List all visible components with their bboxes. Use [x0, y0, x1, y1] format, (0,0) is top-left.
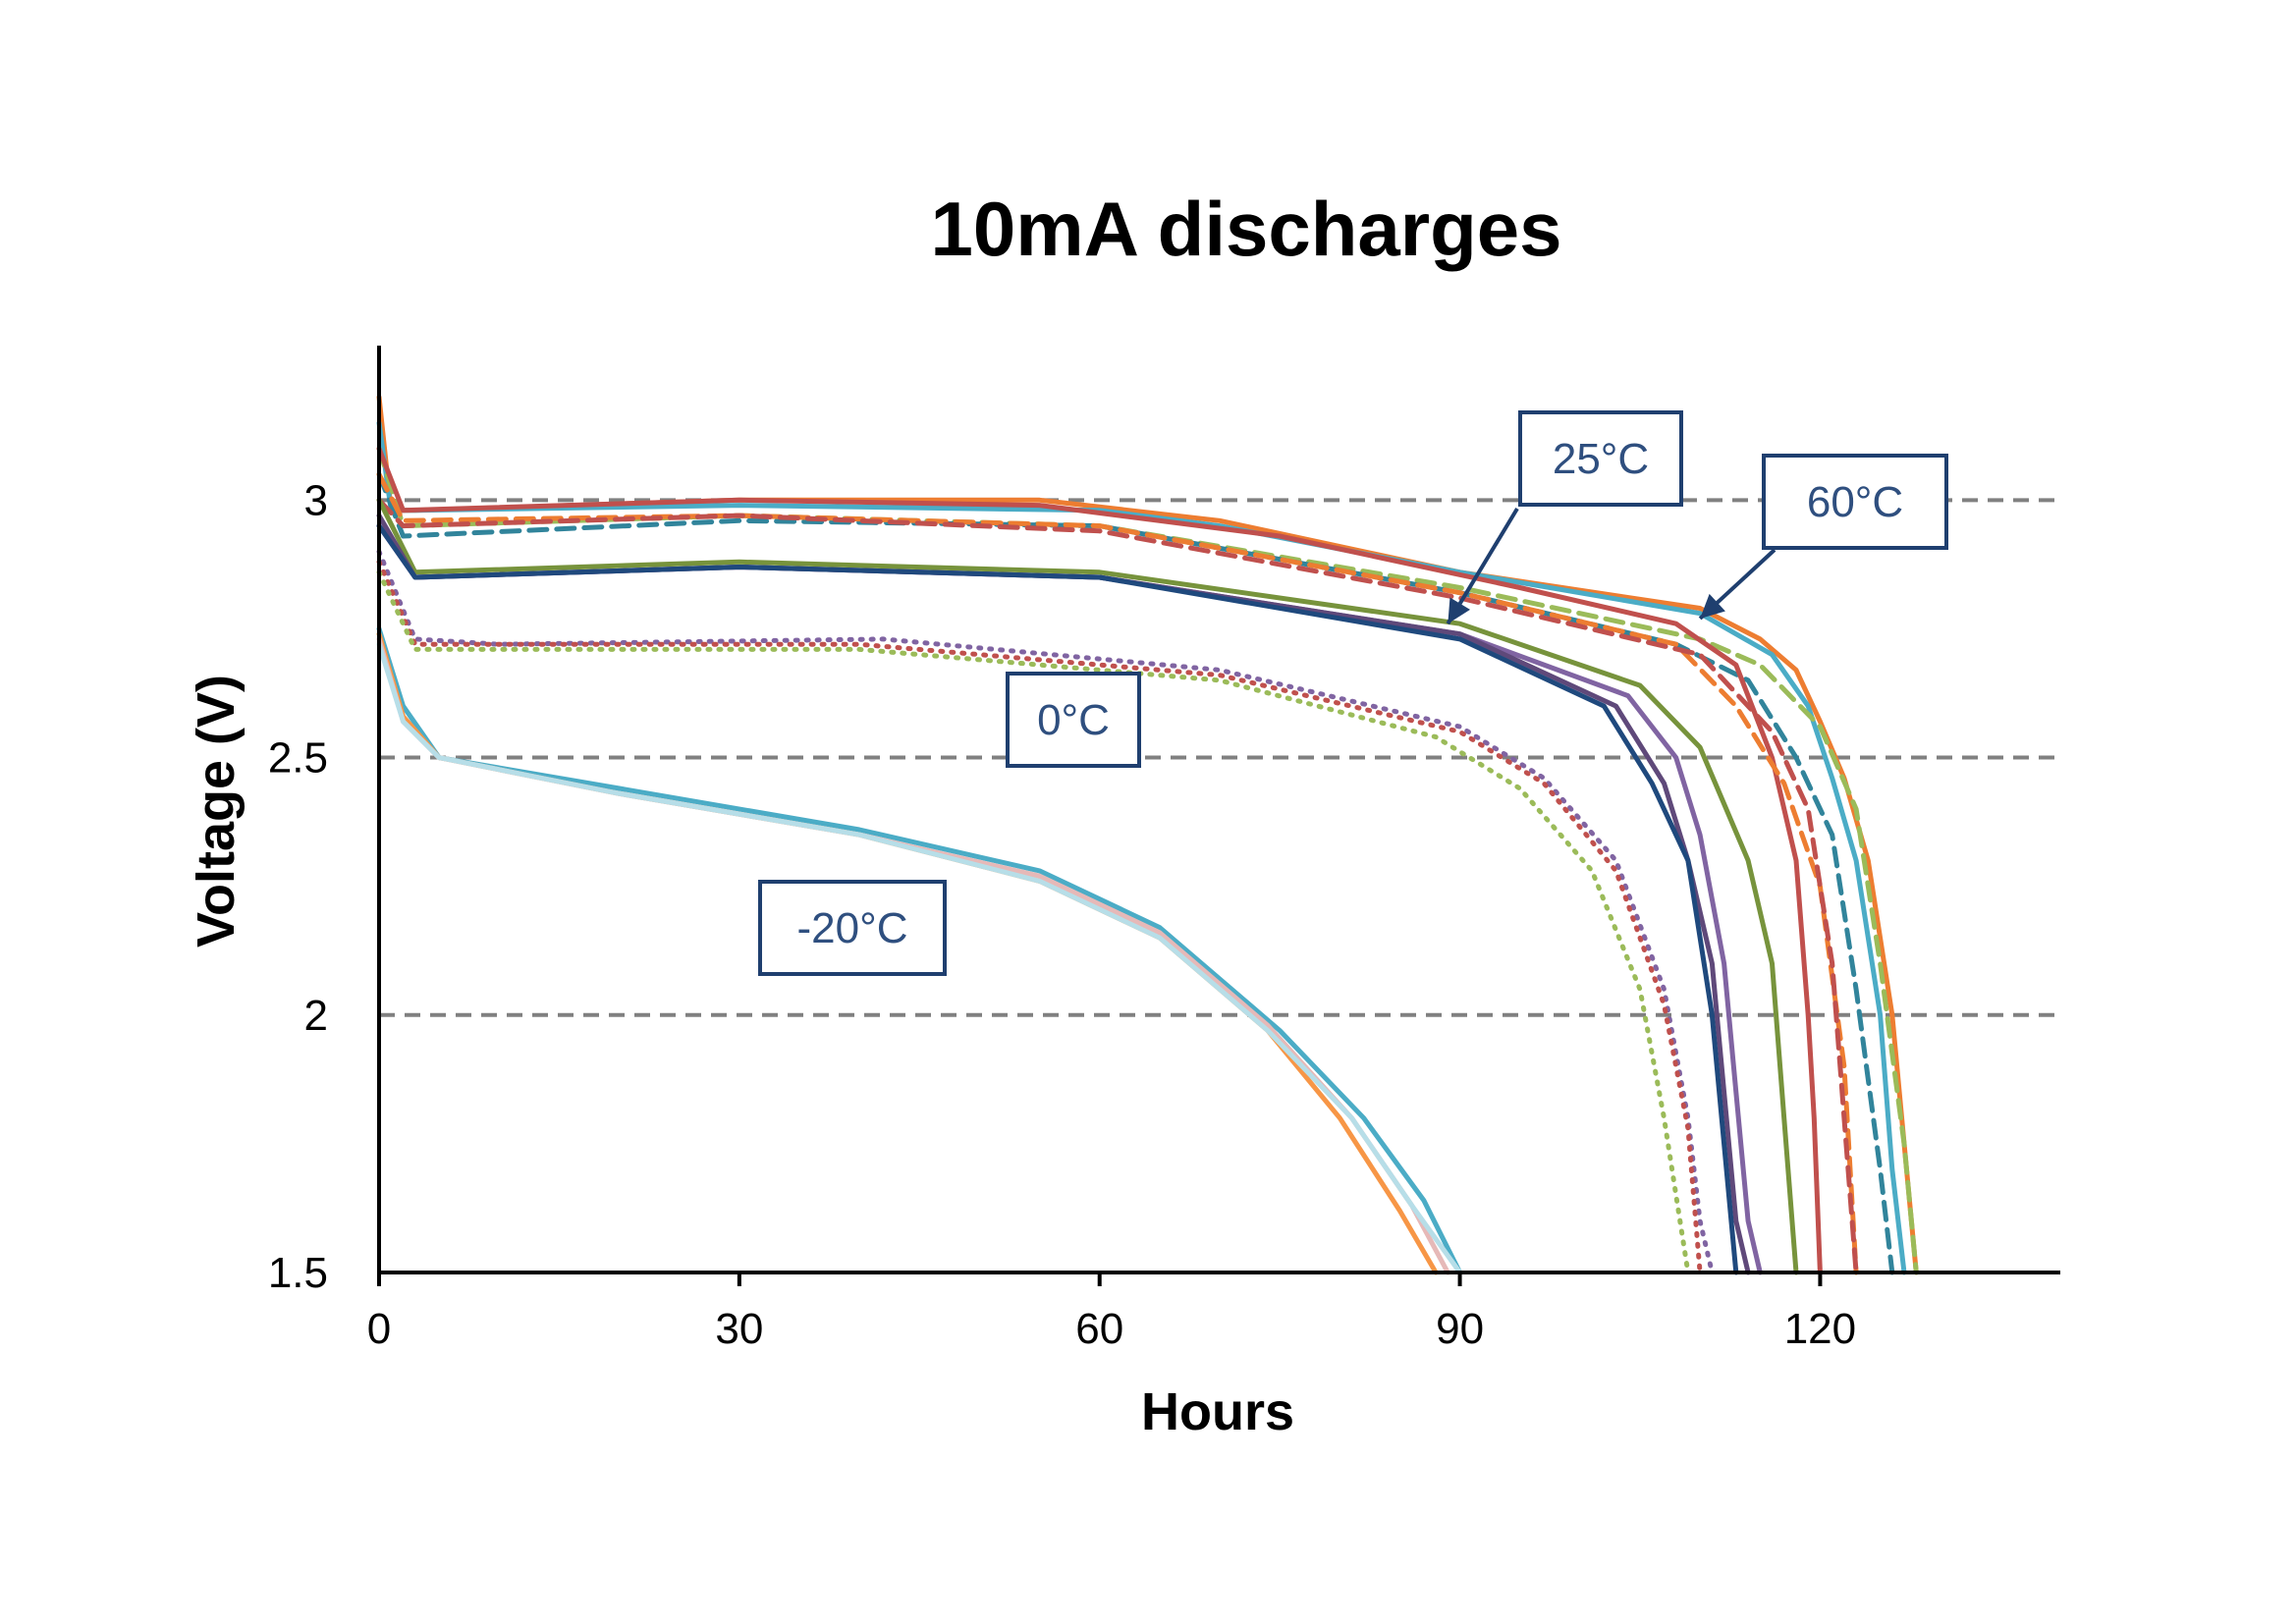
annotations: 25°C 60°C 0°C -20°C: [758, 410, 1948, 976]
annotation-box-4: [758, 880, 947, 976]
annotation-label-1: 25°C: [1553, 435, 1649, 483]
series-line-1: [376, 394, 1919, 1275]
series-line-13: [376, 559, 1703, 1275]
annotation-label-2: 60°C: [1807, 478, 1903, 526]
annotation-label-4: -20°C: [797, 904, 908, 952]
annotation-3: 0°C: [1006, 672, 1141, 768]
x-tick-label-0: 0: [367, 1305, 391, 1353]
tick-labels: 0 30 60 90 120 1.5 2 2.5 3: [268, 476, 1856, 1353]
annotation-box-2: [1762, 454, 1948, 550]
annotation-arrowhead-2: [1700, 593, 1725, 619]
chart-title: 10mA discharges: [930, 186, 1561, 272]
x-tick-label-90: 90: [1436, 1305, 1484, 1353]
y-tick-label-3: 3: [304, 476, 328, 524]
x-tick-label-60: 60: [1075, 1305, 1123, 1353]
y-axis-label: Voltage (V): [187, 675, 246, 947]
annotation-1: 25°C: [1446, 410, 1683, 625]
annotation-4: -20°C: [758, 880, 947, 976]
x-tick-label-120: 120: [1784, 1305, 1856, 1353]
series-line-6: [376, 471, 1859, 1275]
series-line-11: [376, 523, 1739, 1275]
x-axis-label: Hours: [1141, 1382, 1294, 1441]
series-line-14: [376, 569, 1691, 1275]
y-tick-label-2.5: 2.5: [268, 734, 328, 783]
annotation-box-3: [1006, 672, 1141, 768]
series-line-9: [376, 523, 1763, 1275]
y-tick-label-1.5: 1.5: [268, 1249, 328, 1297]
axes: [377, 346, 2060, 1274]
x-tick-label-30: 30: [715, 1305, 763, 1353]
y-tick-label-2: 2: [304, 992, 328, 1040]
annotation-label-3: 0°C: [1037, 696, 1110, 744]
annotation-2: 60°C: [1698, 454, 1948, 621]
series-line-8: [376, 497, 1799, 1275]
series-line-4: [376, 471, 1895, 1275]
series-line-5: [376, 446, 1823, 1275]
series-line-2: [376, 420, 1907, 1275]
series-line-7: [376, 497, 1859, 1275]
annotation-arrowhead-1: [1448, 597, 1471, 624]
series-line-18: [376, 641, 1463, 1275]
series-layer: [376, 394, 1919, 1275]
grid-lines: [379, 498, 2060, 1017]
annotation-box-1: [1518, 410, 1683, 507]
